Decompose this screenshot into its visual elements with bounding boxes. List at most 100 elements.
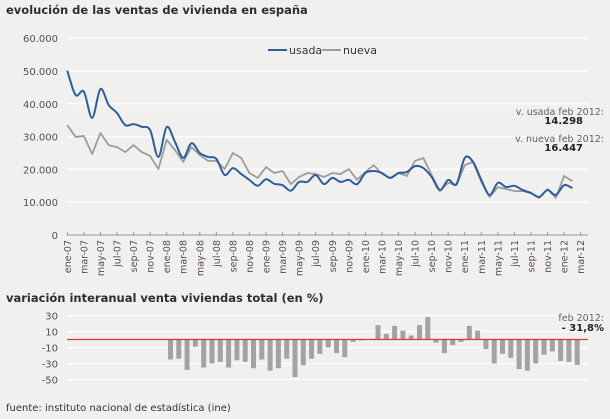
bar-chart-bars — [168, 317, 580, 378]
bar — [267, 339, 273, 371]
series-usada — [66, 70, 573, 198]
x-tick-label: jul-11 — [510, 240, 521, 268]
bar — [533, 339, 539, 364]
y-tick-label: 60.000 — [23, 34, 58, 45]
bar — [242, 339, 248, 362]
bar — [500, 339, 505, 354]
x-tick-label: jul-09 — [311, 240, 322, 268]
bar — [408, 335, 414, 340]
x-tick-label: sep-08 — [228, 240, 239, 272]
x-tick-label: sep-07 — [129, 240, 140, 272]
x-tick-label: sep-09 — [328, 240, 339, 272]
bar — [350, 339, 356, 342]
bar — [433, 339, 439, 343]
line-chart-title: evolución de las ventas de vivienda en e… — [6, 3, 308, 17]
x-tick-label: jul-10 — [411, 240, 422, 268]
bar — [168, 339, 173, 360]
x-tick-label: ene-10 — [361, 240, 372, 273]
bar — [400, 330, 406, 340]
x-tick-label: mar-12 — [576, 240, 587, 274]
annotation-nueva-label: v. nueva feb 2012: — [515, 134, 604, 145]
bar — [309, 339, 315, 359]
bar — [300, 339, 306, 366]
line-chart-series — [66, 70, 573, 199]
line-chart-gridlines — [67, 37, 588, 203]
y-tick-label: 10 — [45, 328, 58, 339]
bar — [475, 330, 481, 340]
legend: usada nueva — [268, 44, 377, 57]
bar — [383, 333, 389, 340]
bar — [334, 339, 339, 354]
bar — [234, 339, 240, 361]
bar — [275, 339, 281, 369]
bar — [508, 339, 514, 358]
bar — [483, 339, 489, 350]
bar-annotation-value: - 31,8% — [562, 323, 604, 334]
bar-chart-title: variación interanual venta viviendas tot… — [6, 291, 324, 305]
x-tick-label: ene-07 — [63, 240, 74, 273]
x-tick-label: may-11 — [493, 240, 504, 276]
x-tick-label: nov-09 — [344, 240, 355, 273]
bar — [558, 339, 564, 362]
bar — [259, 339, 265, 360]
series-line-usada — [66, 70, 573, 198]
x-tick-label: nov-11 — [543, 240, 554, 273]
annotations: v. usada feb 2012: 14.298 v. nueva feb 2… — [515, 107, 604, 154]
x-tick-label: nov-07 — [146, 240, 157, 273]
bar — [226, 339, 232, 368]
y-tick-label: -50 — [42, 376, 58, 387]
bar — [209, 339, 215, 364]
y-tick-label: 10.000 — [23, 198, 58, 209]
x-tick-label: nov-10 — [444, 240, 455, 273]
y-tick-label: -30 — [42, 360, 58, 371]
x-tick-label: ene-11 — [460, 240, 471, 273]
bar — [201, 339, 207, 368]
x-tick-label: may-08 — [195, 240, 206, 276]
x-tick-label: jul-08 — [212, 240, 223, 268]
x-tick-label: ene-12 — [560, 240, 571, 273]
bar — [392, 325, 398, 340]
bar — [541, 339, 547, 355]
bar-annotation-label: feb 2012: — [558, 313, 604, 324]
bar — [375, 325, 381, 340]
bar — [516, 339, 522, 370]
x-tick-label: jul-07 — [112, 240, 123, 268]
x-tick-label: may-07 — [96, 240, 107, 276]
y-tick-label: 30 — [45, 312, 58, 323]
bar — [184, 339, 190, 370]
source-footer: fuente: instituto nacional de estadístic… — [6, 402, 231, 414]
x-tick-label: may-09 — [295, 240, 306, 276]
bar — [217, 339, 223, 362]
x-tick-label: nov-08 — [245, 240, 256, 273]
bar — [342, 339, 348, 358]
x-tick-label: mar-08 — [179, 240, 190, 274]
x-tick-label: mar-09 — [278, 240, 289, 274]
x-tick-label: sep-10 — [427, 240, 438, 272]
y-tick-label: -10 — [42, 344, 58, 355]
bar — [417, 325, 422, 340]
x-tick-label: mar-10 — [377, 240, 388, 274]
bar — [466, 325, 472, 340]
x-tick-label: ene-09 — [262, 240, 273, 273]
bar — [491, 339, 497, 364]
y-tick-label: 0 — [52, 231, 58, 242]
y-tick-label: 40.000 — [23, 100, 58, 111]
bar — [251, 339, 256, 369]
y-tick-label: 30.000 — [23, 133, 58, 144]
x-tick-label: mar-11 — [477, 240, 488, 274]
bar — [192, 339, 198, 347]
annotation-usada-value: 14.298 — [544, 116, 583, 127]
bar — [450, 339, 456, 346]
annotation-usada-label: v. usada feb 2012: — [516, 107, 604, 118]
line-chart-x-axis: ene-07 mar-07 may-07 jul-07 sep-07 nov-07 ene-… — [63, 232, 588, 276]
y-tick-label: 50.000 — [23, 67, 58, 78]
x-tick-label: sep-11 — [526, 240, 537, 272]
x-tick-label: mar-07 — [79, 240, 90, 274]
bar — [317, 339, 323, 354]
legend-label-usada: usada — [289, 44, 322, 57]
legend-label-nueva: nueva — [343, 44, 377, 57]
y-tick-label: 20.000 — [23, 165, 58, 176]
line-chart-y-axis: 0 10.000 20.000 30.000 40.000 50.000 60.000 — [23, 34, 58, 242]
x-tick-label: may-10 — [394, 240, 405, 276]
